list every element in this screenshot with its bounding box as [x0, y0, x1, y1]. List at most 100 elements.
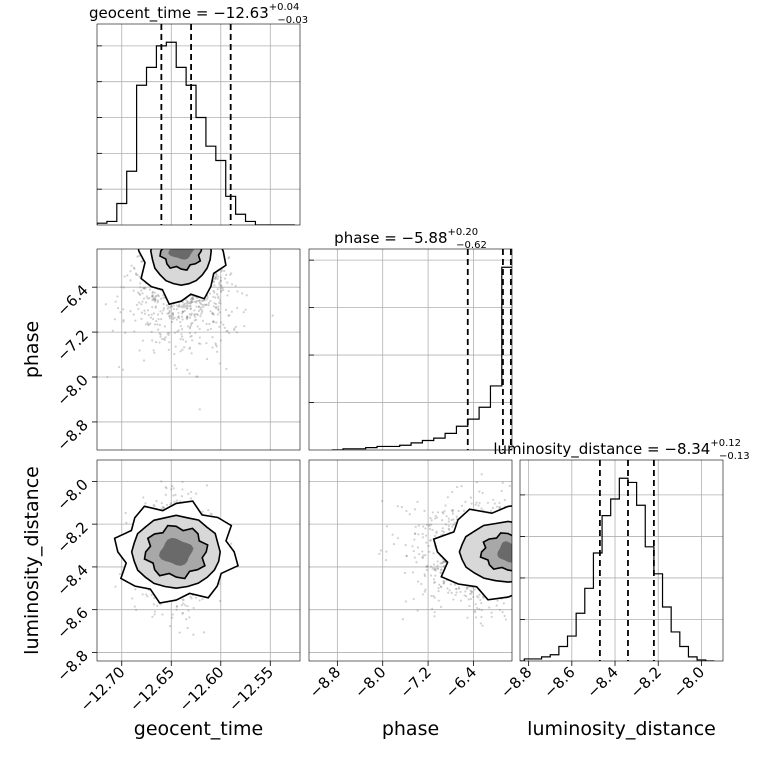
sample-point [422, 554, 425, 557]
sample-point [439, 605, 443, 608]
x-axis-label-phase: phase [382, 718, 439, 740]
sample-point [199, 315, 202, 318]
sample-point [411, 571, 415, 574]
sample-point [197, 305, 201, 308]
sample-point [428, 523, 431, 526]
sample-point [211, 312, 214, 315]
contour-level-3 [159, 249, 203, 271]
sample-point [420, 582, 423, 586]
sample-point [141, 300, 144, 303]
sample-point [405, 554, 408, 557]
sample-point [452, 518, 455, 521]
sample-point [233, 327, 236, 330]
sample-point [220, 289, 223, 292]
sample-point [244, 308, 247, 311]
sample-point [226, 294, 229, 297]
sample-point [134, 319, 137, 322]
title-median: −12.63 [213, 4, 269, 22]
x-tick-label: −8.0 [351, 663, 389, 701]
sample-point [465, 595, 468, 598]
sample-point [465, 586, 468, 589]
sample-point [223, 326, 226, 329]
sample-point [207, 509, 210, 512]
sample-point [153, 323, 157, 326]
sample-point [217, 305, 220, 308]
sample-point [416, 500, 419, 503]
sample-point [404, 600, 407, 603]
sample-point [154, 298, 157, 301]
sample-point [455, 485, 459, 489]
sample-point [191, 321, 194, 325]
sample-point [413, 508, 417, 511]
sample-point [432, 552, 435, 555]
sample-point [180, 335, 184, 338]
sample-point [152, 503, 155, 507]
sample-point [175, 318, 179, 321]
sample-point [225, 367, 228, 370]
sample-point [425, 523, 429, 526]
sample-point [153, 351, 156, 354]
sample-point [426, 565, 429, 568]
sample-point [153, 296, 156, 299]
sample-point [179, 320, 182, 324]
sample-point [218, 311, 221, 314]
sample-point [185, 302, 188, 305]
sample-point [188, 316, 192, 319]
sample-point [195, 313, 198, 316]
sample-point [193, 313, 197, 316]
sample-point [428, 527, 432, 530]
sample-point [182, 598, 185, 602]
sample-point [222, 323, 225, 326]
sample-point [144, 287, 147, 290]
sample-point [213, 284, 216, 287]
sample-point [153, 610, 157, 613]
sample-point [242, 311, 245, 314]
sample-point [202, 631, 206, 634]
sample-point [142, 286, 145, 290]
sample-point [169, 306, 172, 309]
sample-point [450, 509, 454, 512]
sample-point [219, 279, 222, 282]
sample-point [192, 606, 195, 610]
sample-point [464, 590, 467, 593]
sample-point [181, 338, 185, 341]
sample-point [429, 539, 432, 542]
sample-point [445, 515, 448, 518]
panel-frame [519, 459, 724, 662]
sample-point [405, 509, 408, 513]
sample-point [446, 587, 449, 590]
sample-point [193, 315, 197, 318]
sample-point [167, 348, 170, 351]
sample-point [433, 567, 436, 570]
sample-point [142, 496, 145, 499]
sample-point [215, 306, 218, 310]
panel-frame [308, 459, 513, 662]
sample-point [205, 358, 209, 361]
sample-point [156, 323, 159, 326]
sample-point [434, 574, 437, 577]
sample-point [214, 342, 217, 345]
sample-point [227, 289, 230, 293]
sample-point [435, 530, 438, 533]
sample-point [174, 493, 177, 497]
sample-point [186, 300, 189, 303]
sample-point [137, 291, 140, 294]
sample-point [178, 316, 181, 320]
hist-step-geocent_time [97, 41, 296, 225]
sample-point [243, 325, 246, 328]
sample-point [160, 318, 163, 321]
sample-point [455, 515, 458, 518]
sample-point [142, 297, 146, 300]
sample-point [181, 480, 184, 484]
sample-point [141, 593, 144, 596]
sample-point [490, 615, 493, 619]
sample-point [141, 339, 145, 342]
title-err-plus: +0.20 [448, 227, 479, 238]
sample-point [134, 588, 137, 591]
sample-point [470, 590, 474, 593]
sample-point [182, 602, 185, 605]
sample-point [175, 367, 178, 370]
sample-point [144, 502, 147, 505]
sample-point [498, 505, 501, 508]
sample-point [424, 588, 427, 591]
